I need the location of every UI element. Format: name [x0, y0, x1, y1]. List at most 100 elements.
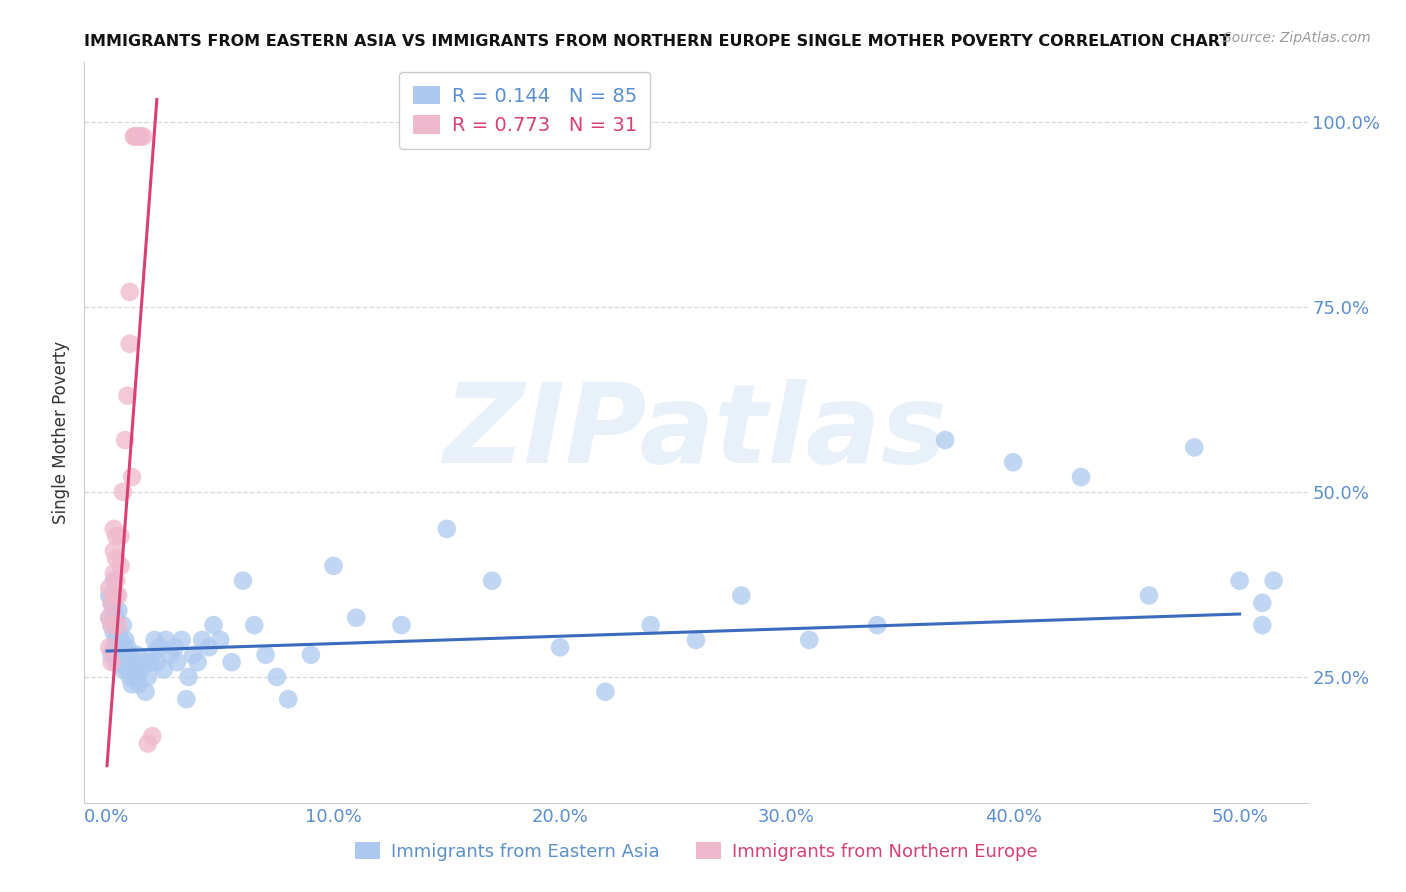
Point — [1182, 441, 1205, 455]
Point — [548, 640, 571, 655]
Point — [266, 670, 288, 684]
Point — [391, 618, 413, 632]
Y-axis label: Single Mother Poverty: Single Mother Poverty — [52, 341, 70, 524]
Point — [105, 574, 128, 588]
Point — [114, 433, 136, 447]
Point — [202, 618, 225, 632]
Point — [98, 640, 121, 655]
Point — [118, 648, 141, 662]
Point — [110, 558, 132, 573]
Point — [100, 655, 122, 669]
Point — [125, 129, 148, 144]
Point — [187, 655, 209, 669]
Point — [181, 648, 204, 662]
Point — [117, 640, 139, 655]
Point — [110, 632, 132, 647]
Point — [277, 692, 299, 706]
Point — [141, 648, 163, 662]
Point — [198, 640, 221, 655]
Point — [111, 618, 134, 632]
Point — [129, 663, 152, 677]
Point — [1229, 574, 1251, 588]
Point — [640, 618, 662, 632]
Point — [105, 589, 128, 603]
Point — [1002, 455, 1025, 469]
Point — [254, 648, 277, 662]
Point — [595, 685, 617, 699]
Point — [128, 677, 150, 691]
Point — [107, 589, 129, 603]
Point — [232, 574, 254, 588]
Point — [174, 692, 197, 706]
Point — [105, 610, 128, 624]
Point — [166, 655, 188, 669]
Point — [136, 737, 159, 751]
Point — [111, 640, 134, 655]
Point — [163, 640, 186, 655]
Point — [117, 663, 139, 677]
Point — [98, 610, 121, 624]
Point — [111, 663, 134, 677]
Point — [98, 589, 121, 603]
Point — [136, 670, 159, 684]
Point — [103, 589, 125, 603]
Point — [118, 285, 141, 299]
Text: ZIPatlas: ZIPatlas — [444, 379, 948, 486]
Point — [132, 129, 155, 144]
Point — [125, 648, 148, 662]
Point — [121, 677, 143, 691]
Point — [100, 596, 122, 610]
Point — [934, 433, 956, 447]
Point — [148, 640, 170, 655]
Point — [135, 685, 157, 699]
Point — [107, 625, 129, 640]
Point — [322, 558, 344, 573]
Point — [100, 596, 122, 610]
Point — [105, 529, 128, 543]
Point — [1070, 470, 1092, 484]
Point — [100, 618, 122, 632]
Point — [125, 670, 148, 684]
Point — [110, 655, 132, 669]
Point — [103, 544, 125, 558]
Point — [159, 648, 181, 662]
Point — [1263, 574, 1285, 588]
Point — [685, 632, 707, 647]
Point — [122, 129, 145, 144]
Point — [103, 522, 125, 536]
Point — [103, 574, 125, 588]
Point — [110, 529, 132, 543]
Point — [152, 663, 174, 677]
Point — [103, 625, 125, 640]
Point — [117, 389, 139, 403]
Point — [155, 632, 177, 647]
Point — [98, 581, 121, 595]
Point — [436, 522, 458, 536]
Point — [118, 336, 141, 351]
Point — [107, 618, 129, 632]
Point — [141, 729, 163, 743]
Point — [139, 655, 162, 669]
Point — [1137, 589, 1160, 603]
Text: Source: ZipAtlas.com: Source: ZipAtlas.com — [1223, 31, 1371, 45]
Point — [132, 655, 155, 669]
Point — [105, 632, 128, 647]
Point — [122, 663, 145, 677]
Point — [1251, 596, 1274, 610]
Point — [100, 618, 122, 632]
Point — [221, 655, 243, 669]
Point — [344, 610, 367, 624]
Point — [105, 551, 128, 566]
Point — [118, 670, 141, 684]
Point — [105, 655, 128, 669]
Point — [299, 648, 322, 662]
Point — [103, 603, 125, 617]
Point — [143, 632, 166, 647]
Text: IMMIGRANTS FROM EASTERN ASIA VS IMMIGRANTS FROM NORTHERN EUROPE SINGLE MOTHER PO: IMMIGRANTS FROM EASTERN ASIA VS IMMIGRAN… — [84, 34, 1230, 49]
Point — [191, 632, 214, 647]
Point — [114, 632, 136, 647]
Point — [107, 603, 129, 617]
Point — [121, 470, 143, 484]
Point — [730, 589, 752, 603]
Point — [98, 610, 121, 624]
